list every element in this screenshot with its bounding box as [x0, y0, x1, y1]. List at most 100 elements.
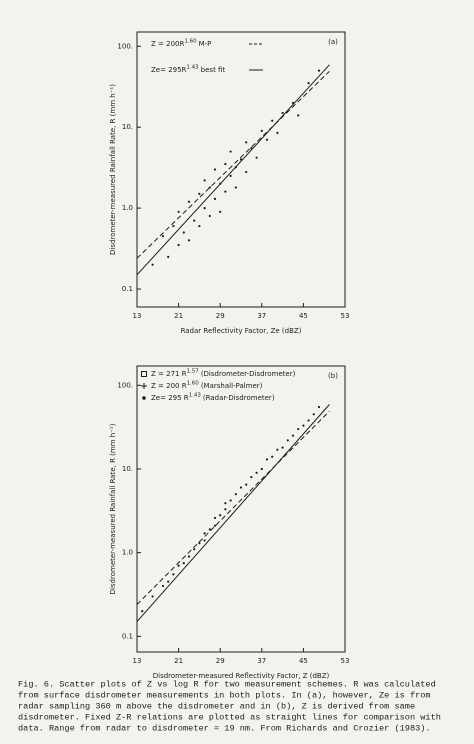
x-tick-label: 29 — [216, 657, 225, 665]
fit-line — [136, 64, 330, 276]
legend-name: Z = 200 R — [151, 382, 187, 390]
x-axis-label: Radar Reflectivity Factor, Ze (dBZ) — [181, 327, 302, 335]
legend-name: Ze= 295R — [151, 66, 187, 74]
data-point — [229, 150, 232, 153]
panel-label: (b) — [328, 372, 338, 380]
data-point — [276, 448, 279, 451]
data-point — [260, 467, 263, 471]
legend-name: Z = 271 R — [151, 370, 187, 378]
data-point — [245, 141, 248, 144]
data-point — [182, 562, 185, 565]
data-point — [172, 573, 175, 576]
y-tick-label: 100. — [117, 42, 133, 50]
legend-note: (Marshall-Palmer) — [201, 382, 263, 390]
data-point — [245, 170, 248, 174]
legend-note: M-P — [199, 40, 212, 48]
caption-line: Fig. 6. Scatter plots of Z vs log R for … — [18, 679, 436, 689]
data-point — [271, 119, 274, 122]
x-tick-label: 53 — [341, 312, 350, 320]
y-tick-label: 1.0 — [122, 549, 133, 557]
data-point — [213, 197, 217, 200]
data-point — [161, 584, 165, 588]
x-tick-label: 21 — [174, 657, 183, 665]
data-point — [265, 138, 269, 141]
x-tick-label: 45 — [299, 312, 308, 320]
legend-marker — [141, 383, 147, 389]
data-point — [167, 255, 170, 258]
legend-text: Ze= 295 R1.43 (Radar-Disdrometer) — [151, 392, 275, 402]
data-point — [193, 219, 196, 222]
data-point — [291, 434, 295, 437]
data-point — [177, 243, 180, 247]
data-point — [265, 458, 269, 461]
data-point — [281, 111, 284, 115]
legend-text: Z = 200R1.60 M-P — [151, 38, 211, 48]
data-point — [302, 424, 305, 427]
data-point — [193, 548, 196, 551]
data-point — [297, 427, 300, 431]
data-point — [234, 493, 237, 496]
y-tick-label: 10. — [122, 123, 133, 131]
legend-note: (Disdrometer-Disdrometer) — [201, 370, 296, 378]
data-point — [172, 224, 175, 228]
data-point — [307, 82, 310, 85]
caption-line: from surface disdrometer measurements in… — [18, 690, 431, 700]
legend-exponent: 1.60 — [187, 380, 200, 386]
legend-text: Z = 200 R1.60 (Marshall-Palmer) — [151, 380, 263, 390]
data-point — [255, 156, 258, 159]
legend-text: Ze= 295R1.43 best fit — [151, 64, 225, 74]
data-point — [213, 516, 217, 520]
data-point — [239, 158, 243, 161]
x-tick-label: 21 — [174, 312, 183, 320]
x-tick-label: 37 — [257, 312, 266, 320]
legend-note: (Radar-Disdrometer) — [203, 394, 275, 402]
data-point — [203, 179, 206, 182]
caption-line: data. Range from radar to disdrometer = … — [18, 723, 431, 733]
data-point — [219, 514, 222, 517]
data-point — [276, 131, 279, 134]
data-point — [229, 174, 232, 178]
data-point — [198, 224, 201, 228]
x-tick-label: 13 — [133, 657, 142, 665]
panel-label: (a) — [328, 38, 338, 46]
data-point — [312, 413, 315, 416]
x-tick-label: 53 — [341, 657, 350, 665]
caption-line: radar sampling 360 m above the disdromet… — [18, 701, 415, 711]
data-point — [203, 207, 206, 210]
legend-text: Z = 271 R1.57 (Disdrometer-Disdrometer) — [151, 368, 296, 378]
data-point — [203, 539, 206, 542]
x-tick-label: 37 — [257, 657, 266, 665]
y-tick-label: 10. — [122, 465, 133, 473]
y-tick-label: 0.1 — [122, 285, 133, 293]
plot-frame — [136, 365, 346, 653]
data-point — [198, 542, 201, 545]
data-point — [297, 114, 300, 117]
data-point — [224, 190, 227, 193]
y-tick-label: 1.0 — [122, 204, 133, 212]
data-point — [187, 239, 191, 242]
data-point — [141, 610, 144, 613]
fit-line — [136, 404, 330, 622]
data-point — [307, 419, 310, 422]
data-point — [234, 186, 237, 189]
legend-exponent: 1.43 — [189, 392, 202, 398]
x-tick-label: 13 — [133, 312, 142, 320]
data-point — [208, 528, 211, 531]
legend-marker — [141, 371, 147, 377]
legend-exponent: 1.43 — [186, 64, 199, 70]
fit-line — [136, 70, 330, 259]
data-point — [224, 162, 227, 166]
data-point — [182, 231, 185, 234]
legend-marker — [142, 396, 146, 400]
data-point — [224, 502, 227, 505]
data-point — [250, 475, 253, 479]
legend-name: Ze= 295 R — [151, 394, 189, 402]
data-point — [239, 486, 243, 489]
fit-line — [136, 410, 330, 605]
caption-line: disdrometer. Fixed Z-R relations are plo… — [18, 712, 441, 722]
x-tick-label: 45 — [299, 657, 308, 665]
data-point — [198, 192, 201, 195]
data-point — [271, 455, 274, 458]
